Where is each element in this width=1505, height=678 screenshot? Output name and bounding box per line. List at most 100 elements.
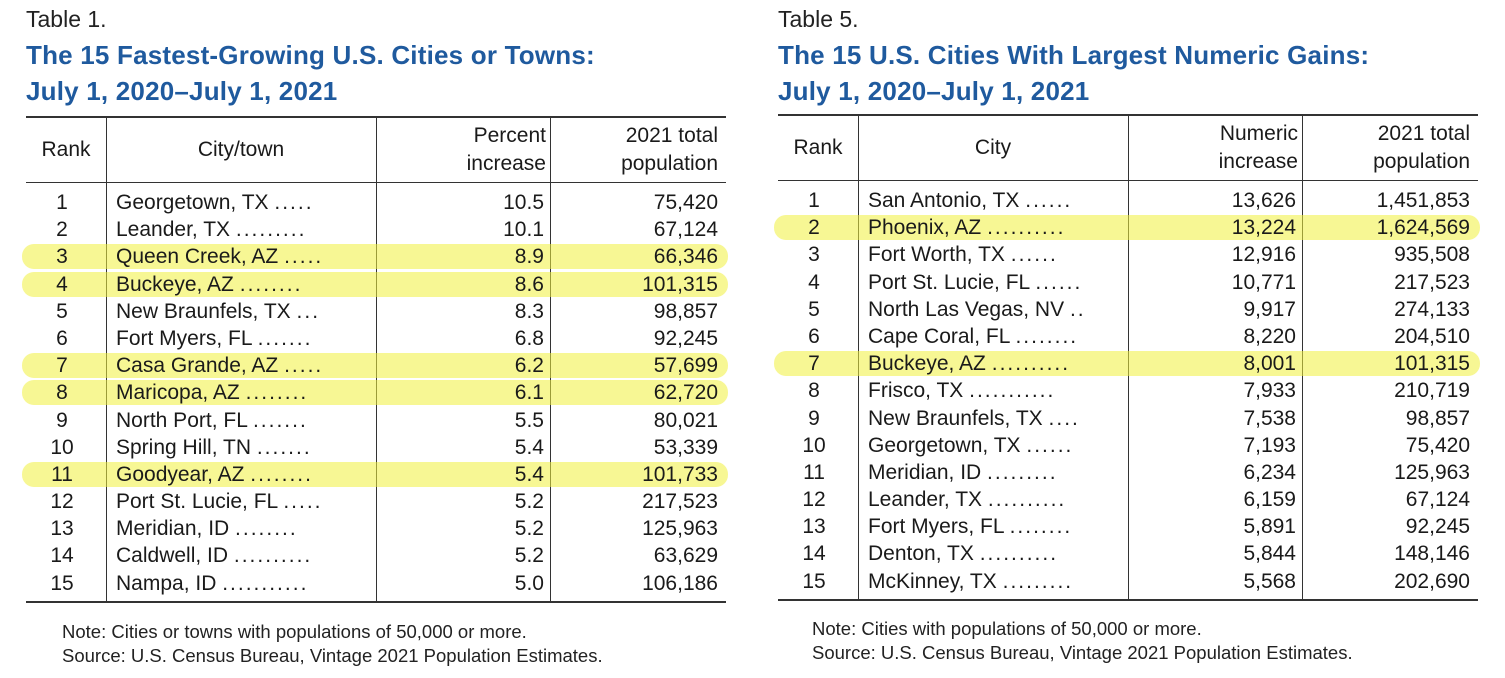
leader-dots: ........... (969, 379, 1056, 403)
rank-cell: 4 (808, 270, 820, 294)
increase-cell: 10.5 (503, 191, 544, 214)
header-total-population: 2021 total population (1373, 122, 1470, 173)
table-row: 6 Cape Coral, FL ........ 8,220 204,510 (778, 323, 1478, 350)
leader-dots: ........... (222, 571, 309, 595)
city-name: McKinney, TX (868, 569, 997, 593)
increase-cell: 5,844 (1243, 542, 1296, 566)
city-name: Georgetown, TX (116, 191, 269, 214)
table-row: 10 Georgetown, TX ...... 7,193 75,420 (778, 432, 1478, 459)
population-cell: 92,245 (1405, 515, 1470, 539)
table-row: 13 Fort Myers, FL ........ 5,891 92,245 (778, 513, 1478, 540)
increase-cell: 5.2 (514, 490, 544, 514)
table-row: 4 Port St. Lucie, FL ...... 10,771 217,523 (778, 269, 1478, 296)
population-cell: 98,857 (1405, 406, 1470, 430)
header-total-population: 2021 total population (621, 124, 718, 175)
table-label: Table 5. (778, 6, 859, 32)
leader-dots: .......... (233, 544, 313, 568)
leader-dots: ......... (1002, 569, 1074, 593)
city-cell: Leander, TX ......... (116, 216, 372, 243)
city-cell: San Antonio, TX ...... (868, 187, 1124, 214)
increase-cell: 5.2 (514, 517, 544, 541)
table-row: 9 New Braunfels, TX .... 7,538 98,857 (778, 405, 1478, 432)
increase-cell: 12,916 (1231, 243, 1296, 267)
city-name: New Braunfels, TX (116, 299, 291, 323)
table-header: Rank City Numeric increase 2021 total popu… (778, 116, 1478, 181)
population-cell: 75,420 (653, 191, 718, 214)
city-name: Cape Coral, FL (868, 324, 1010, 348)
highlighter-mark (22, 244, 728, 270)
table-row: 4 Buckeye, AZ ........ 8.6 101,315 (22, 271, 728, 298)
population-cell: 98,857 (653, 299, 718, 323)
rank-cell: 11 (803, 460, 825, 484)
city-cell: Meridian, ID ......... (868, 459, 1124, 486)
increase-cell: 7,933 (1243, 379, 1296, 403)
city-cell: Caldwell, ID .......... (116, 542, 372, 569)
table-row: 8 Maricopa, AZ ........ 6.1 62,720 (22, 379, 728, 406)
rank-cell: 2 (56, 218, 68, 242)
city-name: Caldwell, ID (116, 544, 229, 568)
increase-cell: 9,917 (1243, 297, 1296, 321)
data-table: Rank City/town Percent increase 2021 tota… (22, 116, 728, 603)
rank-cell: 13 (50, 517, 74, 541)
leader-dots: .......... (991, 352, 1071, 376)
city-cell: New Braunfels, TX .... (868, 405, 1124, 432)
table-row: 15 Nampa, ID ........... 5.0 106,186 (26, 570, 726, 597)
city-name: Fort Worth, TX (868, 243, 1005, 267)
leader-dots: ..... (284, 245, 324, 269)
city-cell: Nampa, ID ........... (116, 570, 372, 597)
population-cell: 57,699 (653, 354, 718, 378)
data-table: Rank City Numeric increase 2021 total popu… (774, 114, 1480, 601)
increase-cell: 6.1 (514, 381, 544, 405)
city-cell: Port St. Lucie, FL ..... (116, 488, 372, 515)
increase-cell: 8,220 (1243, 324, 1296, 348)
city-cell: Leander, TX .......... (868, 486, 1124, 513)
city-name: Fort Myers, FL (868, 515, 1004, 539)
leader-dots: ..... (274, 191, 314, 214)
increase-cell: 7,538 (1243, 406, 1296, 430)
increase-cell: 10.1 (503, 218, 544, 242)
city-name: Maricopa, AZ (116, 381, 240, 405)
population-cell: 101,733 (642, 462, 718, 486)
city-name: North Port, FL (116, 408, 248, 432)
leader-dots: ...... (1025, 189, 1073, 212)
city-name: San Antonio, TX (868, 189, 1020, 212)
city-cell: Queen Creek, AZ ..... (116, 243, 372, 270)
leader-dots: .......... (987, 488, 1067, 512)
city-name: Spring Hill, TN (116, 435, 251, 459)
city-cell: Maricopa, AZ ........ (116, 379, 372, 406)
rank-cell: 6 (808, 324, 820, 348)
table-row: 9 North Port, FL ....... 5.5 80,021 (26, 407, 726, 434)
leader-dots: ... (296, 299, 321, 323)
rank-cell: 15 (50, 571, 74, 595)
table-row: 11 Meridian, ID ......... 6,234 125,963 (778, 459, 1478, 486)
table-row: 5 New Braunfels, TX ... 8.3 98,857 (26, 298, 726, 325)
rank-cell: 13 (802, 515, 826, 539)
population-cell: 53,339 (653, 435, 718, 459)
table-row: 2 Leander, TX ......... 10.1 67,124 (26, 216, 726, 243)
table-title-line-2: July 1, 2020–July 1, 2021 (26, 76, 338, 106)
population-cell: 148,146 (1394, 542, 1470, 566)
table-row: 13 Meridian, ID ........ 5.2 125,963 (26, 515, 726, 542)
leader-dots: ........ (235, 517, 298, 541)
rank-cell: 5 (808, 297, 820, 321)
city-name: Phoenix, AZ (868, 216, 982, 240)
city-cell: Spring Hill, TN ....... (116, 434, 372, 461)
increase-cell: 5.2 (514, 544, 544, 568)
leader-dots: .......... (987, 216, 1066, 240)
table-title-line-2: July 1, 2020–July 1, 2021 (778, 76, 1090, 106)
leader-dots: .......... (979, 542, 1059, 566)
leader-dots: ......... (987, 460, 1058, 484)
table-row: 3 Fort Worth, TX ...... 12,916 935,508 (778, 241, 1478, 268)
rank-cell: 1 (56, 191, 68, 214)
population-cell: 66,346 (653, 245, 718, 269)
population-cell: 62,720 (653, 381, 718, 405)
table-row: 12 Port St. Lucie, FL ..... 5.2 217,523 (26, 488, 726, 515)
rank-cell: 6 (56, 326, 68, 350)
city-name: Port St. Lucie, FL (868, 270, 1030, 294)
city-name: Goodyear, AZ (116, 462, 245, 486)
rank-cell: 10 (802, 433, 826, 457)
header-city: City (974, 136, 1012, 159)
increase-cell: 13,224 (1231, 216, 1296, 240)
increase-cell: 6,234 (1243, 460, 1296, 484)
rank-cell: 8 (56, 381, 68, 405)
